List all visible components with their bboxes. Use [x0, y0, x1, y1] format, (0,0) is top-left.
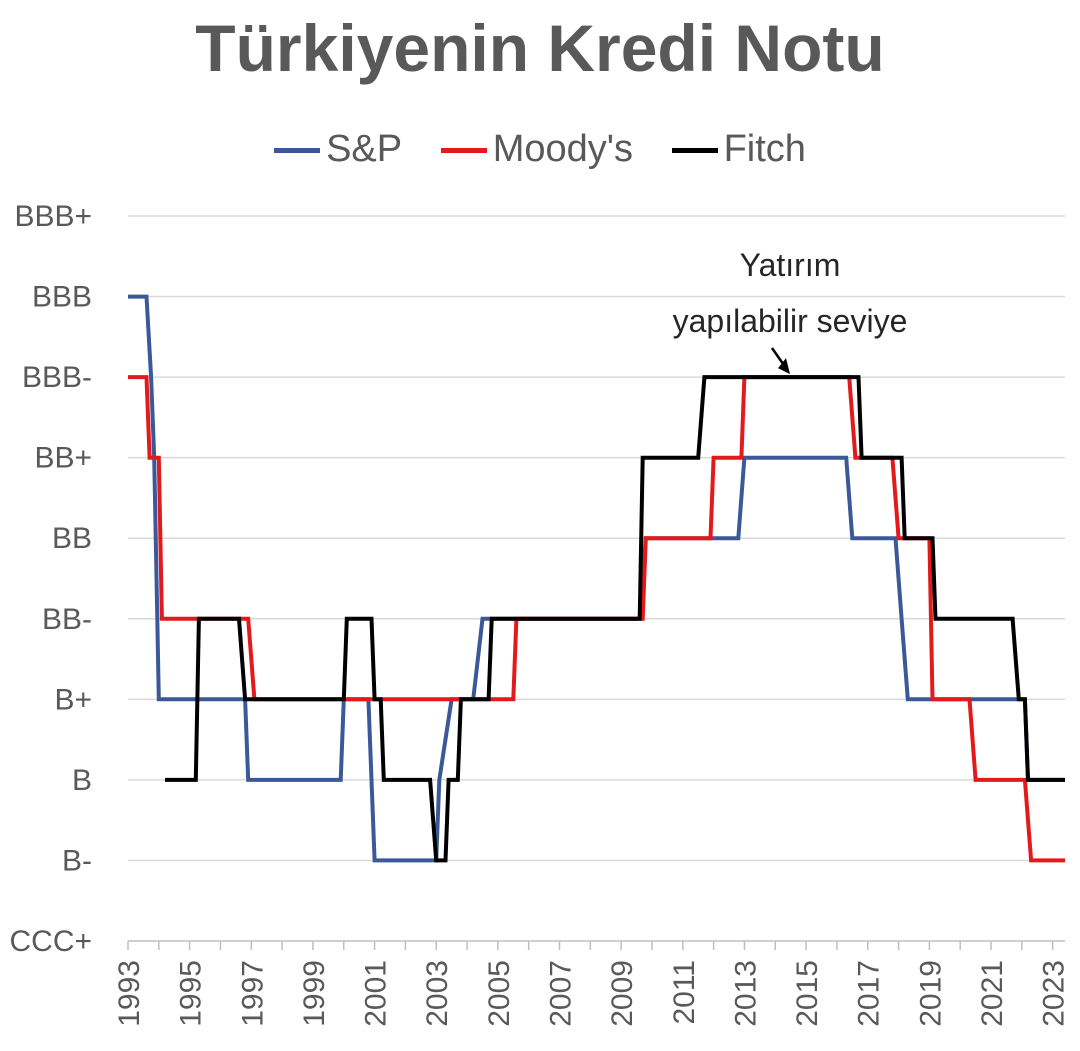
x-tick-label: 2015 — [791, 960, 824, 1027]
y-tick-label: BB — [52, 522, 92, 555]
series-lines — [128, 294, 1065, 863]
legend: S&P Moody's Fitch — [0, 128, 1080, 171]
legend-item-fitch: Fitch — [671, 128, 806, 171]
y-tick-label: BB+ — [34, 442, 92, 475]
x-tick-label: 2013 — [729, 960, 762, 1027]
x-tick-label: 1997 — [236, 960, 269, 1027]
x-tick-label: 2005 — [483, 960, 516, 1027]
x-tick-label: 2017 — [853, 960, 886, 1027]
x-tick-label: 2007 — [545, 960, 578, 1027]
legend-swatch-moodys — [440, 148, 487, 154]
annotation-arrowhead — [778, 358, 790, 375]
annotation-text: Yatırım — [740, 247, 841, 283]
chart-title: Türkiyenin Kredi Notu — [195, 11, 885, 85]
x-tick-label: 2021 — [976, 960, 1009, 1027]
y-tick-label: BB- — [42, 603, 92, 636]
legend-swatch-sp — [274, 148, 321, 154]
legend-label-moodys: Moody's — [492, 128, 633, 170]
series-line-fitch — [165, 375, 1065, 863]
x-tick-label: 2019 — [914, 960, 947, 1027]
x-tick-label: 1995 — [175, 960, 208, 1027]
annotation-text: yapılabilir seviye — [673, 303, 908, 339]
annotation: Yatırım yapılabilir seviye — [673, 247, 908, 375]
legend-swatch-fitch — [671, 148, 718, 154]
x-tick-label: 2001 — [360, 960, 393, 1027]
legend-label-fitch: Fitch — [723, 128, 806, 170]
y-tick-label: BBB- — [22, 361, 92, 394]
legend-label-sp: S&P — [326, 128, 403, 170]
y-tick-label: B+ — [54, 683, 92, 716]
legend-item-moodys: Moody's — [440, 128, 633, 171]
y-tick-label: BBB — [32, 281, 92, 314]
legend-item-sp: S&P — [274, 128, 402, 171]
y-tick-label: B — [72, 764, 92, 797]
x-axis-labels: 1993 1995 1997 1999 2001 2003 2005 2007 2009 2011… — [113, 960, 1071, 1027]
x-tick-label: 1999 — [298, 960, 331, 1027]
x-axis — [127, 940, 1065, 950]
y-tick-label: BBB+ — [14, 200, 92, 233]
y-tick-label: B- — [62, 844, 92, 877]
x-tick-label: 2003 — [421, 960, 454, 1027]
x-tick-label: 2023 — [1038, 960, 1071, 1027]
y-tick-label: CCC+ — [9, 925, 92, 958]
x-tick-label: 2009 — [606, 960, 639, 1027]
series-line-sp — [128, 294, 1065, 863]
x-tick-label: 2011 — [668, 960, 701, 1025]
x-tick-label: 1993 — [113, 960, 146, 1027]
